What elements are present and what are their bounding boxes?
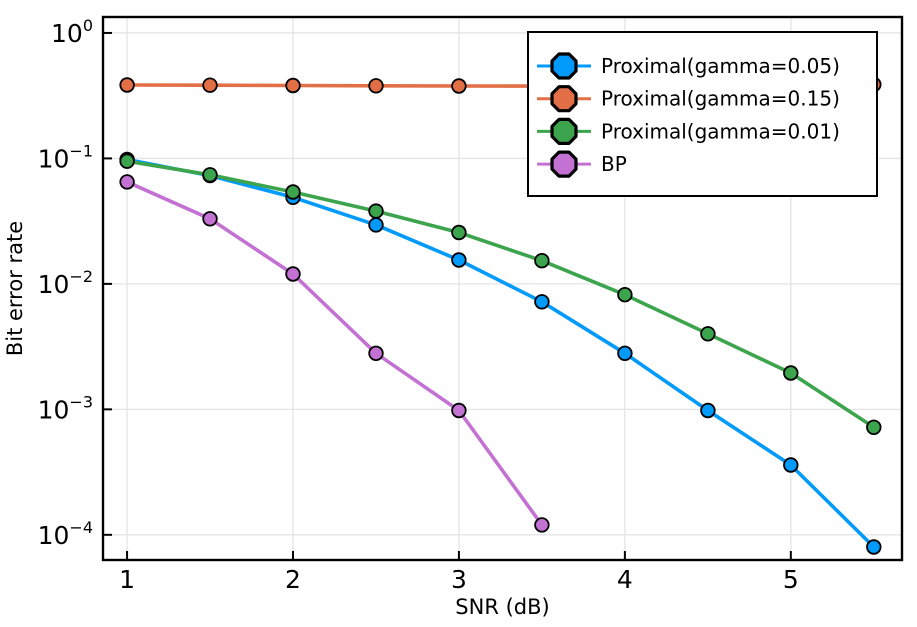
- x-tick-label: 5: [783, 565, 799, 594]
- data-point: [119, 77, 135, 93]
- legend-entry: Proximal(gamma=0.05): [537, 52, 840, 80]
- data-point: [534, 253, 550, 269]
- series-3: [119, 174, 550, 533]
- legend-marker-octagon: [550, 52, 578, 80]
- y-tick-label: 10−3: [38, 392, 93, 424]
- data-point: [368, 78, 384, 94]
- data-point: [202, 167, 218, 183]
- data-point: [700, 326, 716, 342]
- data-point: [451, 78, 467, 94]
- data-point: [451, 252, 467, 268]
- legend-label: Proximal(gamma=0.15): [601, 87, 840, 111]
- series-line: [125, 157, 876, 549]
- data-point: [783, 365, 799, 381]
- legend-marker-octagon: [550, 117, 578, 145]
- legend-marker-octagon: [550, 150, 578, 178]
- data-point: [285, 266, 301, 282]
- x-tick-label: 3: [451, 565, 467, 594]
- plot-frame: [101, 15, 904, 562]
- data-point: [617, 287, 633, 303]
- data-point: [285, 77, 301, 94]
- data-point: [368, 217, 384, 233]
- legend-entry: Proximal(gamma=0.01): [537, 117, 840, 145]
- x-tick-label: 1: [119, 565, 135, 594]
- y-tick-label: 100: [51, 16, 93, 48]
- data-point: [866, 539, 882, 555]
- legend-label: BP: [601, 152, 627, 176]
- legend-label: Proximal(gamma=0.01): [601, 119, 840, 143]
- data-point: [866, 419, 882, 436]
- legend-marker-octagon: [550, 85, 578, 113]
- data-point: [202, 211, 218, 227]
- x-tick-label: 2: [285, 565, 301, 594]
- series-2: [119, 153, 882, 436]
- data-point: [783, 457, 799, 473]
- x-axis-label: SNR (dB): [455, 595, 549, 619]
- tick-group: [103, 31, 792, 560]
- legend-box: [527, 31, 878, 197]
- data-point: [534, 517, 550, 533]
- y-tick-label: 10−2: [38, 267, 93, 299]
- data-point: [119, 174, 135, 190]
- y-axis-label: Bit error rate: [3, 221, 27, 356]
- data-point: [534, 294, 550, 310]
- data-point: [451, 224, 467, 241]
- legend: Proximal(gamma=0.05) Proximal(gamma=0.15)…: [527, 31, 878, 197]
- x-tick-label: 4: [617, 565, 633, 594]
- series-line: [125, 159, 876, 430]
- data-point: [285, 184, 301, 200]
- data-point: [617, 345, 633, 362]
- data-point: [700, 402, 716, 419]
- legend-entry: BP: [537, 150, 627, 178]
- y-tick-label: 10−1: [38, 141, 93, 173]
- data-point: [368, 203, 384, 219]
- series-line: [125, 180, 544, 527]
- data-point: [368, 345, 384, 362]
- legend-entry: Proximal(gamma=0.15): [537, 85, 840, 113]
- legend-label: Proximal(gamma=0.05): [601, 54, 840, 78]
- y-tick-label: 10−4: [38, 518, 93, 550]
- data-point: [119, 153, 135, 169]
- data-point: [202, 77, 218, 93]
- data-point: [451, 402, 467, 419]
